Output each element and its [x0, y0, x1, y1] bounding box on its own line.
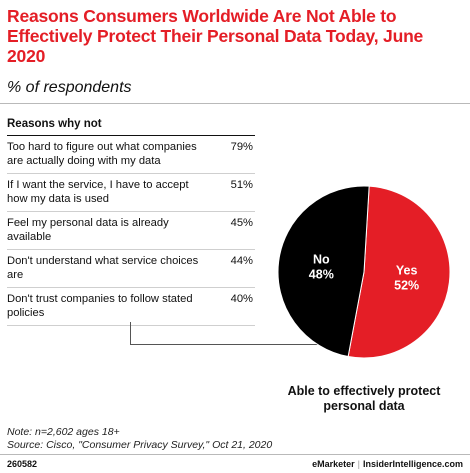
pie-value-yes: 52%: [394, 278, 419, 292]
top-divider: [0, 103, 470, 104]
bottom-divider: [0, 454, 470, 455]
chart-title: Reasons Consumers Worldwide Are Not Able…: [7, 6, 424, 66]
brand-credit: eMarketer | InsiderIntelligence.com: [312, 459, 463, 469]
row-value: 40%: [230, 293, 253, 305]
row-reason: Don't trust companies to follow stated p…: [7, 293, 193, 319]
table-row: Feel my personal data is already availab…: [7, 212, 255, 250]
reasons-table: Reasons why not Too hard to figure out w…: [7, 115, 255, 326]
brand-emarketer: eMarketer: [312, 459, 355, 469]
brand-separator: |: [357, 459, 360, 469]
table-heading: Reasons why not: [7, 115, 255, 136]
table-row: Don't trust companies to follow stated p…: [7, 288, 255, 326]
source-notes: Note: n=2,602 ages 18+ Source: Cisco, "C…: [7, 426, 272, 452]
table-row: If I want the service, I have to accept …: [7, 174, 255, 212]
source-text: Source: Cisco, "Consumer Privacy Survey,…: [7, 439, 273, 451]
table-row: Too hard to figure out what companies ar…: [7, 136, 255, 174]
row-value: 44%: [230, 255, 253, 267]
row-value: 79%: [230, 141, 253, 153]
brand-insider: InsiderIntelligence.com: [362, 459, 463, 469]
pie-slice-no: [277, 185, 370, 358]
note-text: Note: n=2,602 ages 18+: [7, 426, 120, 438]
table-row: Don't understand what service choices ar…: [7, 250, 255, 288]
row-value: 45%: [230, 217, 253, 229]
leader-line-horizontal: [130, 344, 355, 345]
leader-line-vertical: [130, 322, 131, 344]
row-reason: Don't understand what service choices ar…: [7, 255, 199, 281]
chart-id: 260582: [7, 459, 38, 469]
row-reason: If I want the service, I have to accept …: [7, 179, 189, 205]
pie-slice-yes: [347, 185, 451, 359]
row-reason: Feel my personal data is already availab…: [7, 217, 169, 243]
row-value: 51%: [230, 179, 253, 191]
pie-label-yes: Yes: [396, 263, 418, 277]
pie-caption: Able to effectively protect personal dat…: [287, 384, 441, 413]
row-reason: Too hard to figure out what companies ar…: [7, 141, 197, 167]
pie-label-no: No: [313, 253, 330, 267]
chart-subtitle: % of respondents: [7, 79, 132, 96]
pie-value-no: 48%: [309, 268, 334, 282]
